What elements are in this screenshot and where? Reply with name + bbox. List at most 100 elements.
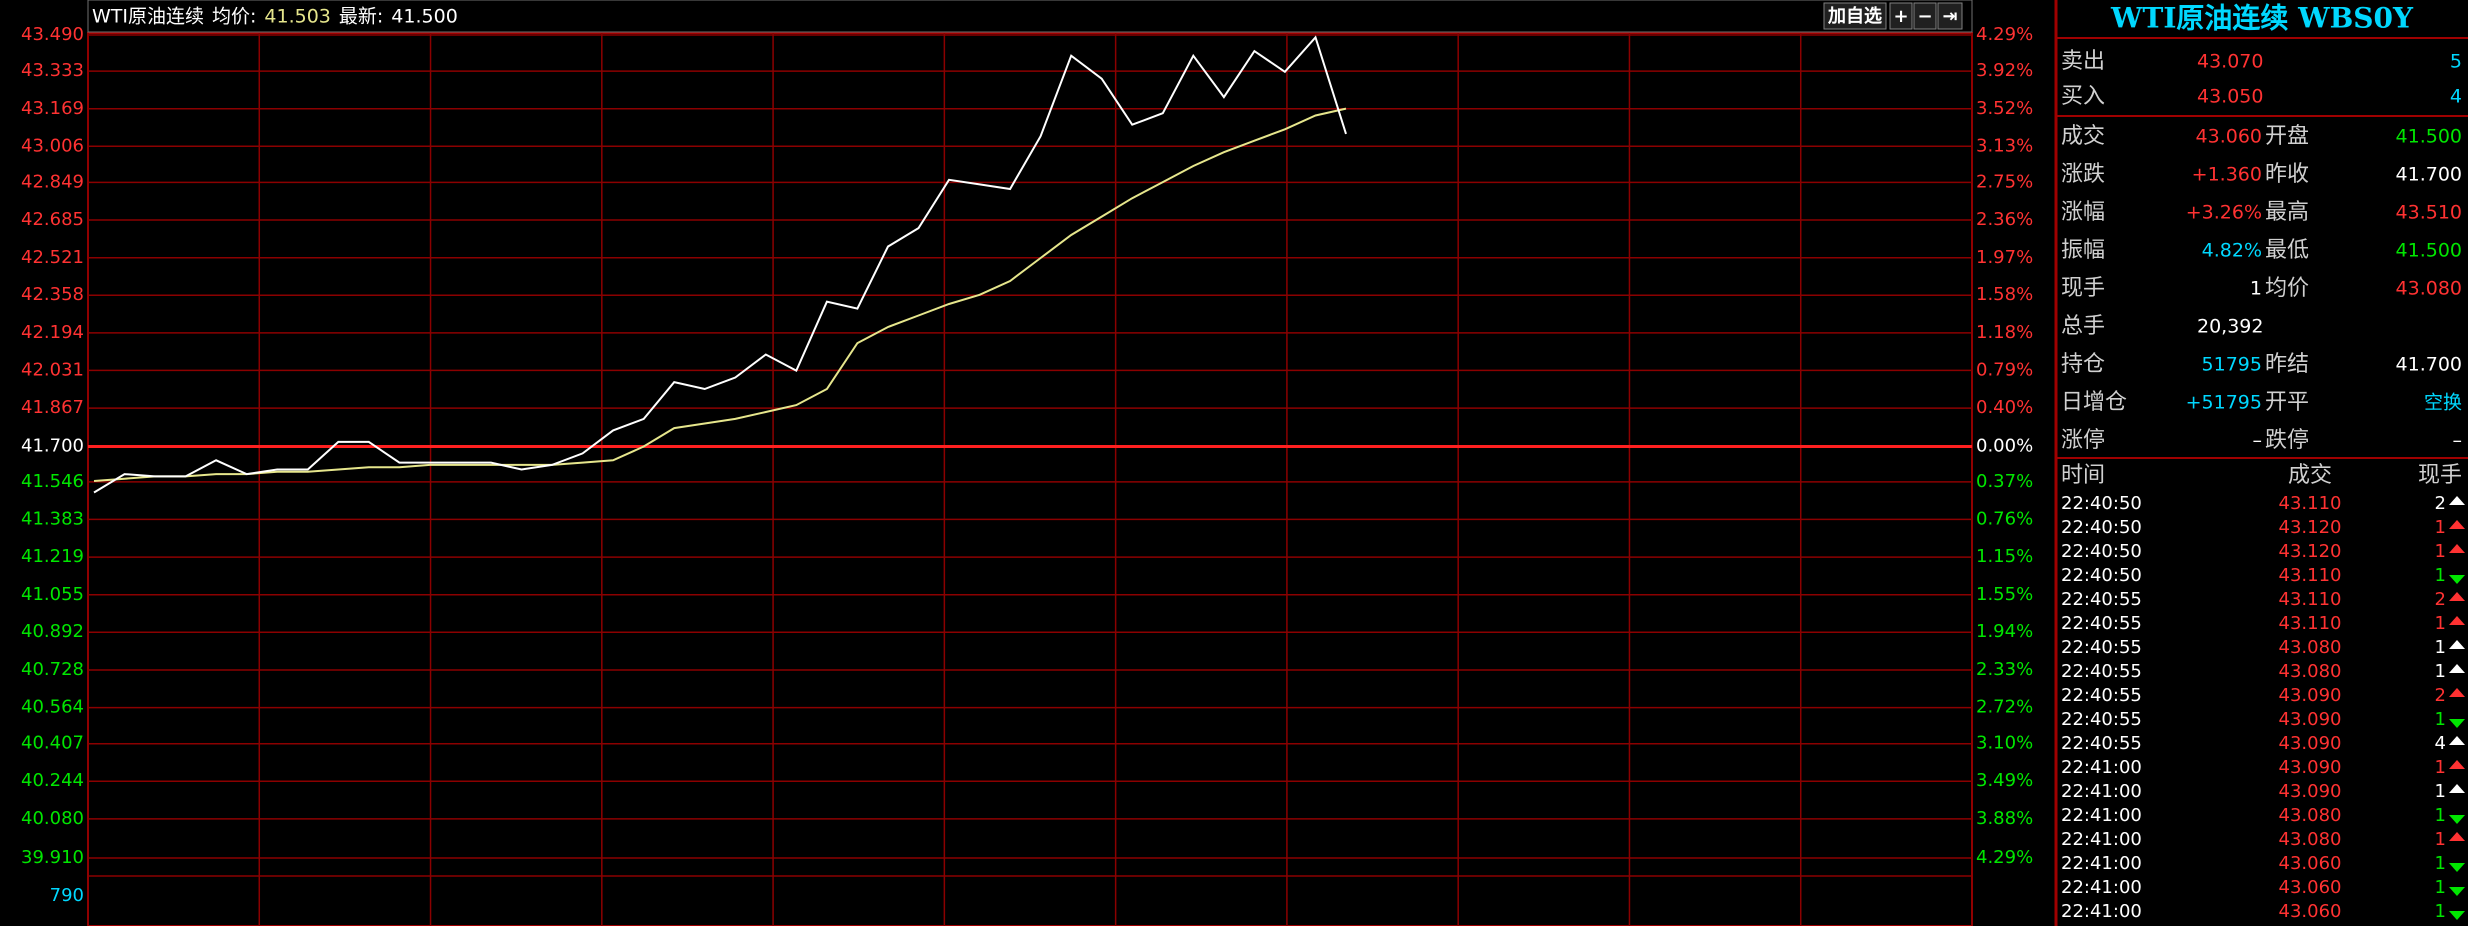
pct-label: 0.76% [1976,508,2033,529]
y-tick-label: 42.685 [21,209,84,230]
trade-time: 22:41:00 [2061,781,2142,802]
trade-qty: 2 [2435,493,2446,514]
header-last: 41.500 [391,6,457,28]
book-price: 43.070 [2197,51,2263,73]
y-tick-label: 42.358 [21,284,84,305]
quote-value: 20,392 [2197,316,2263,338]
trade-arrow [2449,863,2465,872]
pct-label: 1.55% [1976,584,2033,605]
trade-arrow [2449,544,2465,553]
trade-qty: 1 [2435,781,2446,802]
trade-qty: 1 [2435,613,2446,634]
quote-label: 振幅 [2061,238,2105,263]
trade-qty: 4 [2435,733,2446,754]
quote-label: 开盘 [2265,124,2309,149]
trade-arrow [2449,496,2465,505]
trade-time: 22:41:00 [2061,901,2142,922]
pct-label: 1.15% [1976,546,2033,567]
pct-label: 2.72% [1976,697,2033,718]
trade-time: 22:40:55 [2061,661,2142,682]
pct-label: 4.29% [1976,847,2033,868]
trade-price: 43.110 [2279,493,2342,514]
quote-value: +3.26% [2186,202,2262,224]
trade-arrow [2449,760,2465,769]
y-tick-label: 40.564 [21,697,84,718]
trade-qty: 2 [2435,685,2446,706]
y-tick-label: 40.407 [21,733,84,754]
pct-label: 2.75% [1976,171,2033,192]
quote-value: – [2453,430,2463,452]
trade-arrow [2449,616,2465,625]
quote-label: 昨结 [2265,352,2309,377]
quote-label: 最高 [2265,200,2309,225]
quote-value: 41.700 [2396,164,2462,186]
header-button[interactable]: − [1917,6,1932,27]
trade-qty: 1 [2435,661,2446,682]
y-tick-label: 40.244 [21,770,84,791]
trade-price: 43.120 [2279,541,2342,562]
book-qty: 4 [2450,86,2462,108]
quote-value: +1.360 [2192,164,2262,186]
trade-arrow [2449,815,2465,824]
trade-price: 43.090 [2279,709,2342,730]
pct-label: 3.49% [1976,770,2033,791]
trade-price: 43.090 [2279,757,2342,778]
trade-price: 43.080 [2279,829,2342,850]
trade-qty: 1 [2435,805,2446,826]
header-button[interactable]: + [1893,6,1908,27]
pct-label: 3.92% [1976,60,2033,81]
pct-label: 2.36% [1976,209,2033,230]
header-button[interactable]: 加自选 [1827,5,1882,27]
trade-price: 43.090 [2279,781,2342,802]
trade-arrow [2449,592,2465,601]
book-price: 43.050 [2197,86,2263,108]
trade-time: 22:40:55 [2061,685,2142,706]
quote-value: 41.500 [2396,126,2462,148]
trade-time: 22:40:50 [2061,541,2142,562]
y-tick-label: 41.383 [21,508,84,529]
quote-value: 43.510 [2396,202,2462,224]
trade-qty: 1 [2435,901,2446,922]
trade-arrow [2449,640,2465,649]
y-tick-label: 43.169 [21,98,84,119]
trade-qty: 1 [2435,637,2446,658]
trade-time: 22:40:55 [2061,637,2142,658]
trade-arrow [2449,520,2465,529]
trade-qty: 1 [2435,541,2446,562]
quote-value: 空换 [2424,392,2462,414]
book-qty: 5 [2450,51,2462,73]
header-button[interactable]: ⇥ [1942,6,1957,27]
y-tick-label: 41.219 [21,546,84,567]
pct-label: 2.33% [1976,659,2033,680]
y-tick-label: 41.700 [21,436,84,457]
quote-label: 跌停 [2265,428,2309,453]
quote-label: 日增仓 [2061,390,2127,415]
trade-header: 现手 [2418,463,2462,488]
header-button-bg [1937,2,1963,30]
trade-arrow [2449,575,2465,584]
y-tick-label: 41.546 [21,471,84,492]
pct-label: 1.18% [1976,322,2033,343]
pct-label: 0.40% [1976,397,2033,418]
trade-arrow [2449,664,2465,673]
quote-value: 43.060 [2196,126,2262,148]
pct-label: 1.97% [1976,247,2033,268]
quote-label: 最低 [2265,238,2309,263]
quote-value: 41.700 [2396,354,2462,376]
trade-time: 22:40:50 [2061,565,2142,586]
header-last-label: 最新: [339,6,383,28]
price-line [93,35,1347,494]
y-tick-label: 43.333 [21,60,84,81]
y-tick-label: 42.521 [21,247,84,268]
trade-time: 22:40:55 [2061,613,2142,634]
quote-label: 涨停 [2061,428,2105,453]
trade-qty: 1 [2435,877,2446,898]
trade-time: 22:41:00 [2061,805,2142,826]
trade-arrow [2449,784,2465,793]
quote-value: – [2253,430,2263,452]
quote-value: 4.82% [2202,240,2262,262]
trade-qty: 1 [2435,829,2446,850]
trade-time: 22:41:00 [2061,877,2142,898]
y-tick-label: 40.892 [21,621,84,642]
